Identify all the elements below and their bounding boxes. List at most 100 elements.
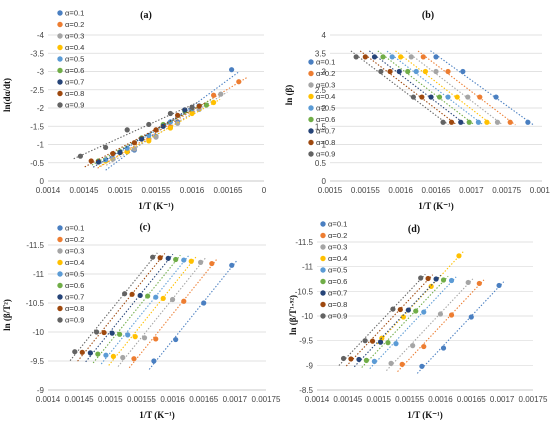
x-axis-label: 1/T (K⁻¹): [139, 410, 175, 420]
trend-line: [105, 71, 240, 171]
data-point: [363, 357, 369, 363]
trend-line: [377, 50, 475, 126]
data-point: [117, 331, 123, 337]
data-point: [189, 104, 195, 110]
x-tick-label: 0.0017: [490, 395, 515, 404]
y-tick-label: 2.5: [315, 86, 327, 95]
legend-marker: [308, 151, 314, 157]
data-point: [229, 67, 235, 73]
trend-line: [69, 252, 158, 361]
data-point: [419, 363, 425, 369]
x-tick-label: 0.0015: [108, 186, 133, 195]
series-α=0.3: [386, 278, 474, 371]
y-tick-label: 0: [40, 177, 45, 186]
data-point: [125, 332, 131, 338]
data-point: [465, 94, 471, 100]
legend-label: α=0.2: [328, 231, 347, 240]
series-α=0.9: [69, 252, 158, 361]
data-point: [410, 94, 416, 100]
x-tick-label: 0.0014: [305, 395, 330, 404]
legend-marker: [57, 67, 63, 74]
data-point: [362, 338, 368, 344]
data-point: [93, 329, 100, 335]
y-tick-label: -11.5: [295, 238, 313, 247]
y-tick-label: 0: [322, 177, 327, 186]
data-point: [440, 277, 447, 283]
x-tick-label: 0.00165: [422, 186, 451, 195]
trend-line: [148, 260, 237, 370]
series-α=0.8: [84, 102, 206, 168]
x-tick-label: 0.00165: [457, 395, 486, 404]
series-α=0.6: [91, 98, 214, 166]
data-point: [356, 356, 362, 363]
trend-line: [417, 50, 516, 126]
data-point: [131, 140, 137, 146]
y-tick-label: 1.5: [315, 122, 327, 131]
series-α=0.7: [353, 274, 442, 368]
chart-panel-a: 0 -0.5 -1 -1.5 -2 -2.5 -3 -3.5 -4 0.0014 0.00145 0.…: [2, 9, 267, 211]
data-point: [493, 94, 499, 100]
data-point: [110, 156, 116, 162]
x-tick-label: 0.00145: [65, 395, 94, 404]
data-point: [132, 334, 138, 340]
legend-label: α=0.1: [65, 224, 84, 233]
data-point: [153, 127, 159, 133]
data-point: [209, 260, 215, 267]
data-point: [388, 360, 394, 366]
data-point: [385, 340, 391, 346]
trend-line: [91, 98, 214, 166]
legend-marker: [57, 271, 63, 277]
series-α=0.9: [338, 273, 426, 366]
data-point: [371, 54, 378, 60]
legend-label: α=0.3: [328, 243, 347, 252]
legend-marker: [320, 267, 326, 273]
data-point: [477, 94, 483, 100]
x-axis-label: 1/T (K⁻¹): [418, 201, 454, 211]
series-α=0.6: [361, 275, 449, 368]
legend-label: α=0.4: [65, 43, 84, 52]
data-point: [421, 309, 427, 315]
series-α=0.1: [416, 281, 505, 374]
y-tick-label: -11.5: [26, 241, 44, 250]
legend-marker: [308, 70, 314, 77]
legend-label: α=0.8: [65, 89, 84, 98]
legend-label: α=0.7: [328, 289, 347, 298]
series-α=0.4: [395, 50, 493, 126]
legend-label: α=0.2: [316, 69, 335, 78]
legend-label: α=0.1: [316, 58, 335, 67]
trend-line: [73, 101, 199, 160]
y-tick-label: -10.5: [26, 299, 45, 308]
data-point: [160, 295, 166, 301]
legend-marker: [57, 282, 63, 289]
series-α=0.8: [77, 253, 166, 362]
data-point: [153, 134, 159, 140]
x-tick-label: 0.0015: [98, 395, 123, 404]
y-tick-label: -10.5: [295, 287, 314, 296]
data-point: [436, 94, 443, 100]
series-α=0.3: [405, 50, 503, 126]
y-tick-label: -2: [37, 104, 45, 113]
data-point: [198, 259, 204, 265]
data-point: [189, 110, 195, 117]
data-point: [484, 119, 490, 125]
legend-marker: [57, 10, 63, 16]
data-point: [110, 353, 116, 359]
y-tick-label: -0.5: [30, 159, 44, 168]
data-point: [139, 136, 145, 142]
legend-marker: [57, 259, 63, 266]
series-α=0.2: [397, 279, 485, 372]
trend-line: [117, 257, 206, 367]
data-point: [110, 151, 116, 157]
x-tick-label: 0.0014: [36, 395, 61, 404]
legend-label: α=0.9: [328, 312, 347, 321]
y-tick-label: -9: [37, 386, 45, 395]
data-point: [440, 119, 446, 125]
data-point: [405, 68, 411, 75]
trend-line: [405, 50, 503, 126]
data-point: [109, 330, 115, 336]
trend-line: [108, 256, 197, 366]
data-point: [146, 138, 152, 144]
data-point: [410, 343, 416, 349]
data-point: [507, 119, 513, 125]
